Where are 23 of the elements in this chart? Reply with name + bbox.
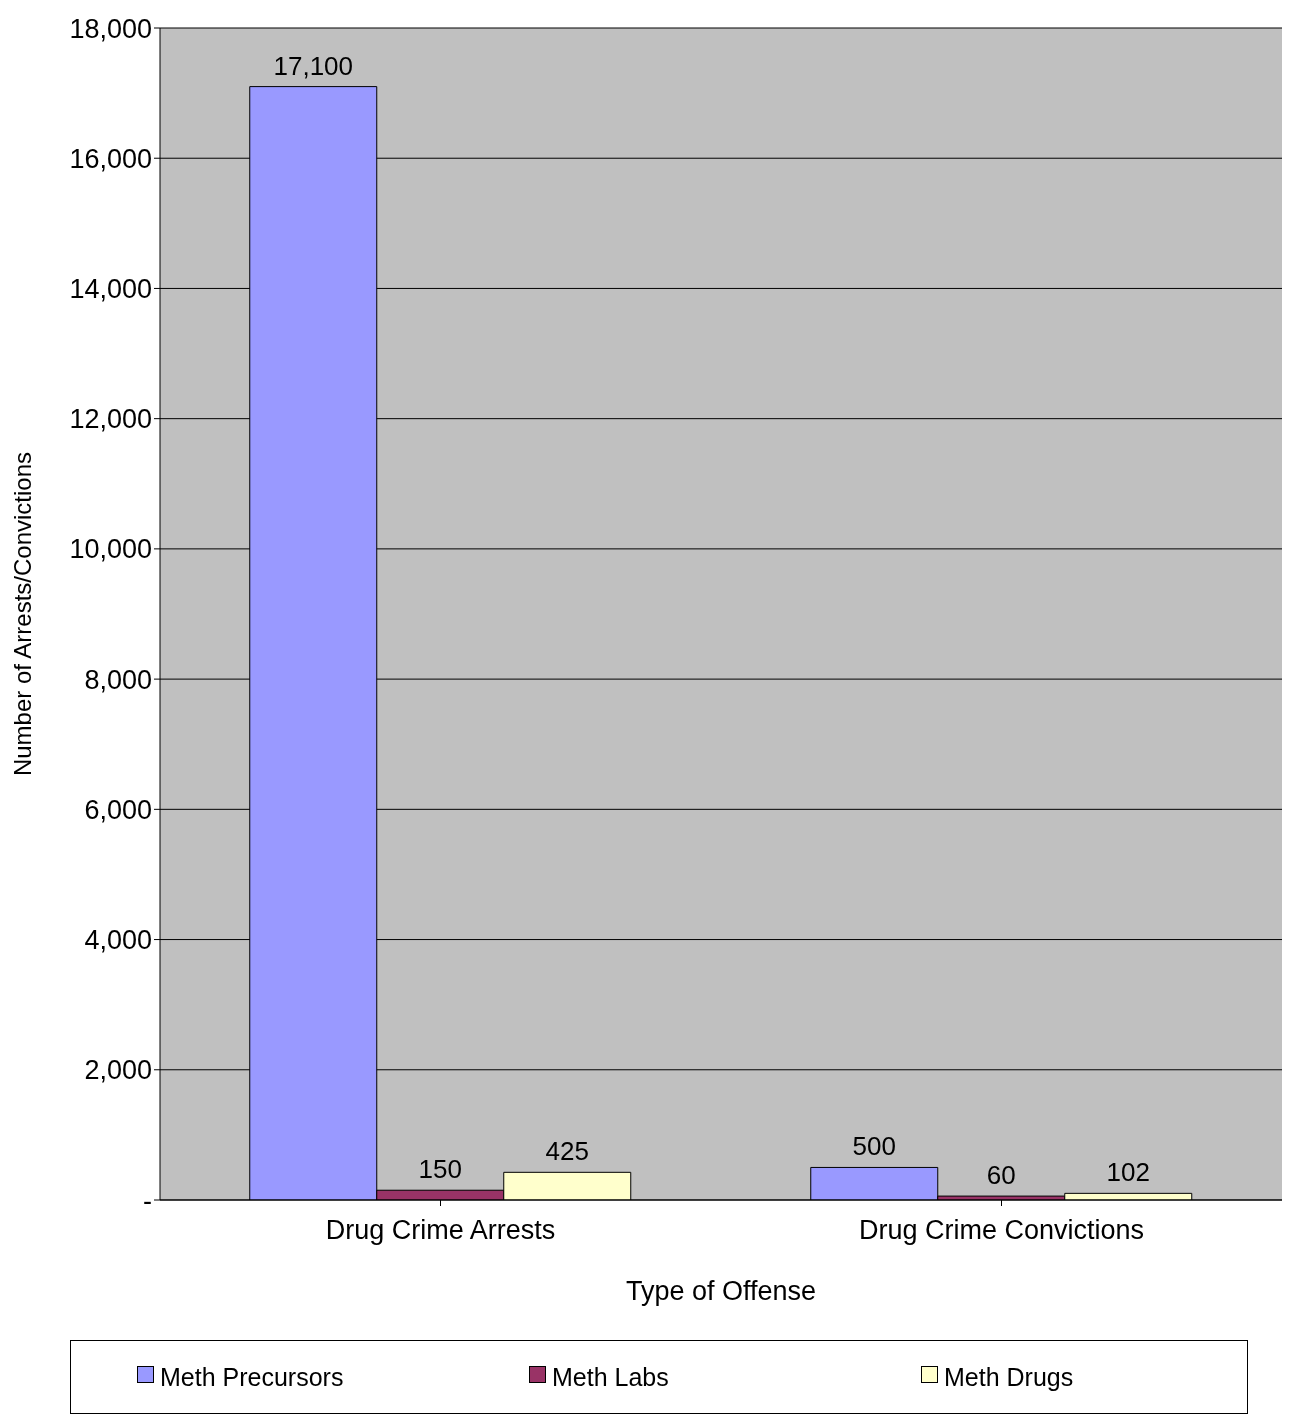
y-axis-title: Number of Arrests/Convictions (8, 451, 36, 777)
data-label: 500 (852, 1131, 896, 1162)
y-tick-label: - (143, 1185, 152, 1216)
x-tick-label: Drug Crime Arrests (325, 1215, 556, 1246)
y-tick-label: 14,000 (69, 274, 152, 305)
y-tick-label: 6,000 (84, 794, 152, 825)
data-label: 150 (418, 1154, 462, 1185)
legend-label: Meth Drugs (944, 1362, 1075, 1393)
y-tick-label: 2,000 (84, 1055, 152, 1086)
y-tick-label: 16,000 (69, 143, 152, 174)
data-label: 17,100 (273, 50, 354, 81)
y-tick-label: 4,000 (84, 925, 152, 956)
x-tick-label: Drug Crime Convictions (858, 1215, 1145, 1246)
y-tick-label: 18,000 (69, 13, 152, 44)
data-label: 60 (986, 1160, 1016, 1191)
y-tick-label: 12,000 (69, 404, 152, 435)
x-axis-title: Type of Offense (625, 1276, 817, 1306)
data-label: 425 (545, 1136, 589, 1167)
y-tick-label: 10,000 (69, 534, 152, 565)
data-label: 102 (1106, 1157, 1150, 1188)
y-tick-label: 8,000 (84, 664, 152, 695)
legend-label: Meth Labs (552, 1362, 670, 1393)
legend-label: Meth Precursors (160, 1362, 345, 1393)
